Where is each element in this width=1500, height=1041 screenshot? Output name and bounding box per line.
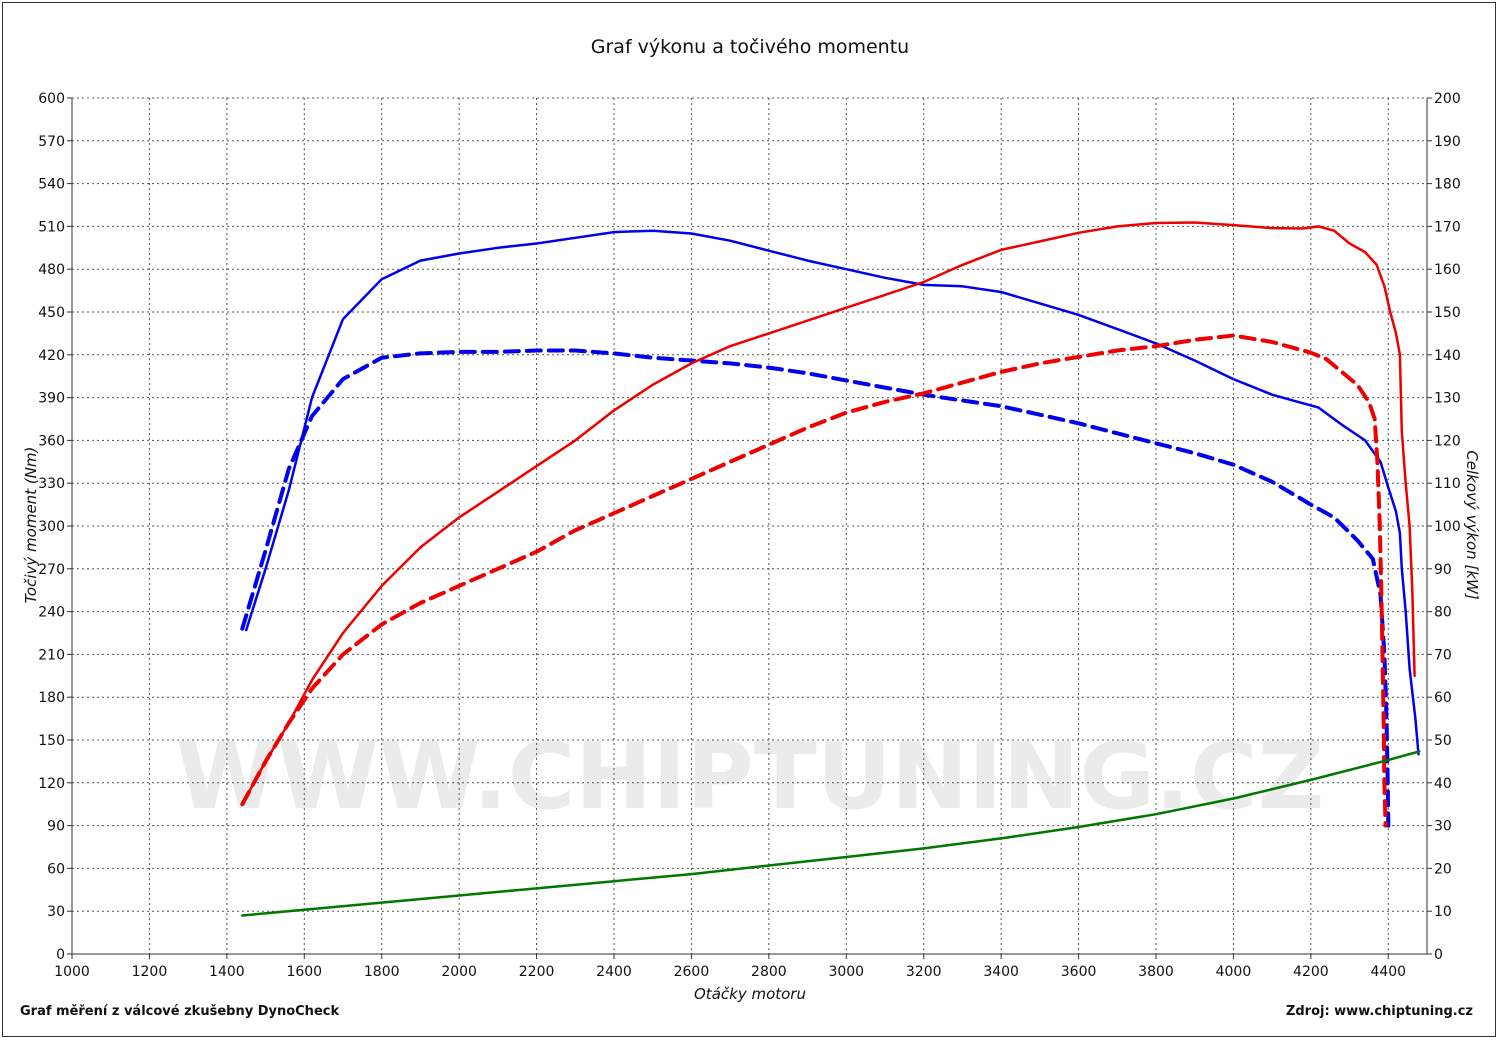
y-left-tick-label: 510 [38,219,65,235]
y-left-tick-label: 210 [38,647,65,663]
y-right-tick-label: 90 [1434,562,1452,578]
y-right-tick-label: 30 [1434,819,1452,835]
y-left-tick-label: 90 [47,819,65,835]
x-tick-label: 3600 [1061,964,1097,980]
x-tick-label: 3200 [906,964,942,980]
y-right-tick-label: 140 [1434,348,1461,364]
y-right-tick-label: 100 [1434,519,1461,535]
x-ticks: 1000 1200 1400 1600 1800 2000 2200 2400 2600 2800… [54,954,1406,980]
y-left-tick-label: 600 [38,91,65,107]
y-left-tick-label: 120 [38,776,65,792]
y-left-tick-label: 300 [38,519,65,535]
y-right-tick-label: 50 [1434,733,1452,749]
x-tick-label: 3400 [983,964,1019,980]
chart-title: Graf výkonu a točivého momentu [591,36,909,58]
y-left-tick-label: 0 [56,947,65,963]
y-right-tick-label: 10 [1434,904,1452,920]
x-tick-label: 2600 [674,964,710,980]
y-right-tick-label: 120 [1434,433,1461,449]
series-line-1 [244,229,1420,756]
x-tick-label: 3800 [1138,964,1174,980]
y-left-tick-label: 330 [38,476,65,492]
y-left-ticks: 0 30 60 90 120 150 180 210 240 270 300 330 360 390 420… [38,91,72,963]
x-tick-label: 2400 [596,964,632,980]
watermark-text: WWW.CHIPTUNING.CZ [176,723,1324,830]
y-left-tick-label: 450 [38,305,65,321]
y-right-axis-label: Celkový výkon [kW] [1463,450,1481,600]
y-right-tick-label: 40 [1434,776,1452,792]
x-tick-label: 2800 [751,964,787,980]
y-right-tick-label: 20 [1434,861,1452,877]
y-left-tick-label: 360 [38,433,65,449]
y-left-tick-label: 240 [38,605,65,621]
y-left-tick-label: 60 [47,861,65,877]
y-left-tick-label: 180 [38,690,65,706]
y-left-axis-label: Točivý moment (Nm) [22,447,40,604]
series-line-5 [241,750,1421,917]
x-tick-label: 1400 [209,964,245,980]
x-tick-label: 4400 [1370,964,1406,980]
x-tick-label: 3000 [828,964,864,980]
y-right-tick-label: 80 [1434,605,1452,621]
y-left-tick-label: 30 [47,904,65,920]
footer-source-link[interactable]: Zdroj: www.chiptuning.cz [1285,1004,1473,1019]
y-right-tick-label: 170 [1434,219,1461,235]
y-right-tick-label: 110 [1434,476,1461,492]
y-right-ticks: 0 10 20 30 40 50 60 70 80 90 100 110 120 130 140 150 160… [1427,91,1461,963]
x-axis-label: Otáčky motoru [694,985,806,1003]
y-right-tick-label: 130 [1434,391,1461,407]
x-tick-label: 2200 [519,964,555,980]
y-left-tick-label: 390 [38,391,65,407]
y-right-tick-label: 160 [1434,262,1461,278]
y-right-tick-label: 150 [1434,305,1461,321]
x-tick-label: 2000 [441,964,477,980]
y-left-tick-label: 480 [38,262,65,278]
y-left-tick-label: 150 [38,733,65,749]
y-right-tick-label: 0 [1434,947,1443,963]
x-tick-label: 4200 [1293,964,1329,980]
y-right-tick-label: 200 [1434,91,1461,107]
x-tick-label: 1000 [54,964,90,980]
watermark: WWW.CHIPTUNING.CZ [176,723,1324,830]
x-tick-label: 4000 [1216,964,1252,980]
x-tick-label: 1600 [286,964,322,980]
y-right-tick-label: 180 [1434,177,1461,193]
x-tick-label: 1800 [364,964,400,980]
y-left-tick-label: 570 [38,134,65,150]
y-right-tick-label: 190 [1434,134,1461,150]
y-left-tick-label: 420 [38,348,65,364]
series-line-4 [240,333,1388,828]
y-right-tick-label: 70 [1434,647,1452,663]
y-right-tick-label: 60 [1434,690,1452,706]
x-tick-label: 1200 [132,964,168,980]
footer-source-note: Graf měření z válcové zkušebny DynoCheck [20,1004,340,1019]
chart-series [240,221,1421,917]
series-line-2 [240,348,1391,828]
y-left-tick-label: 270 [38,562,65,578]
y-left-tick-label: 540 [38,177,65,193]
series-line-3 [241,221,1416,806]
